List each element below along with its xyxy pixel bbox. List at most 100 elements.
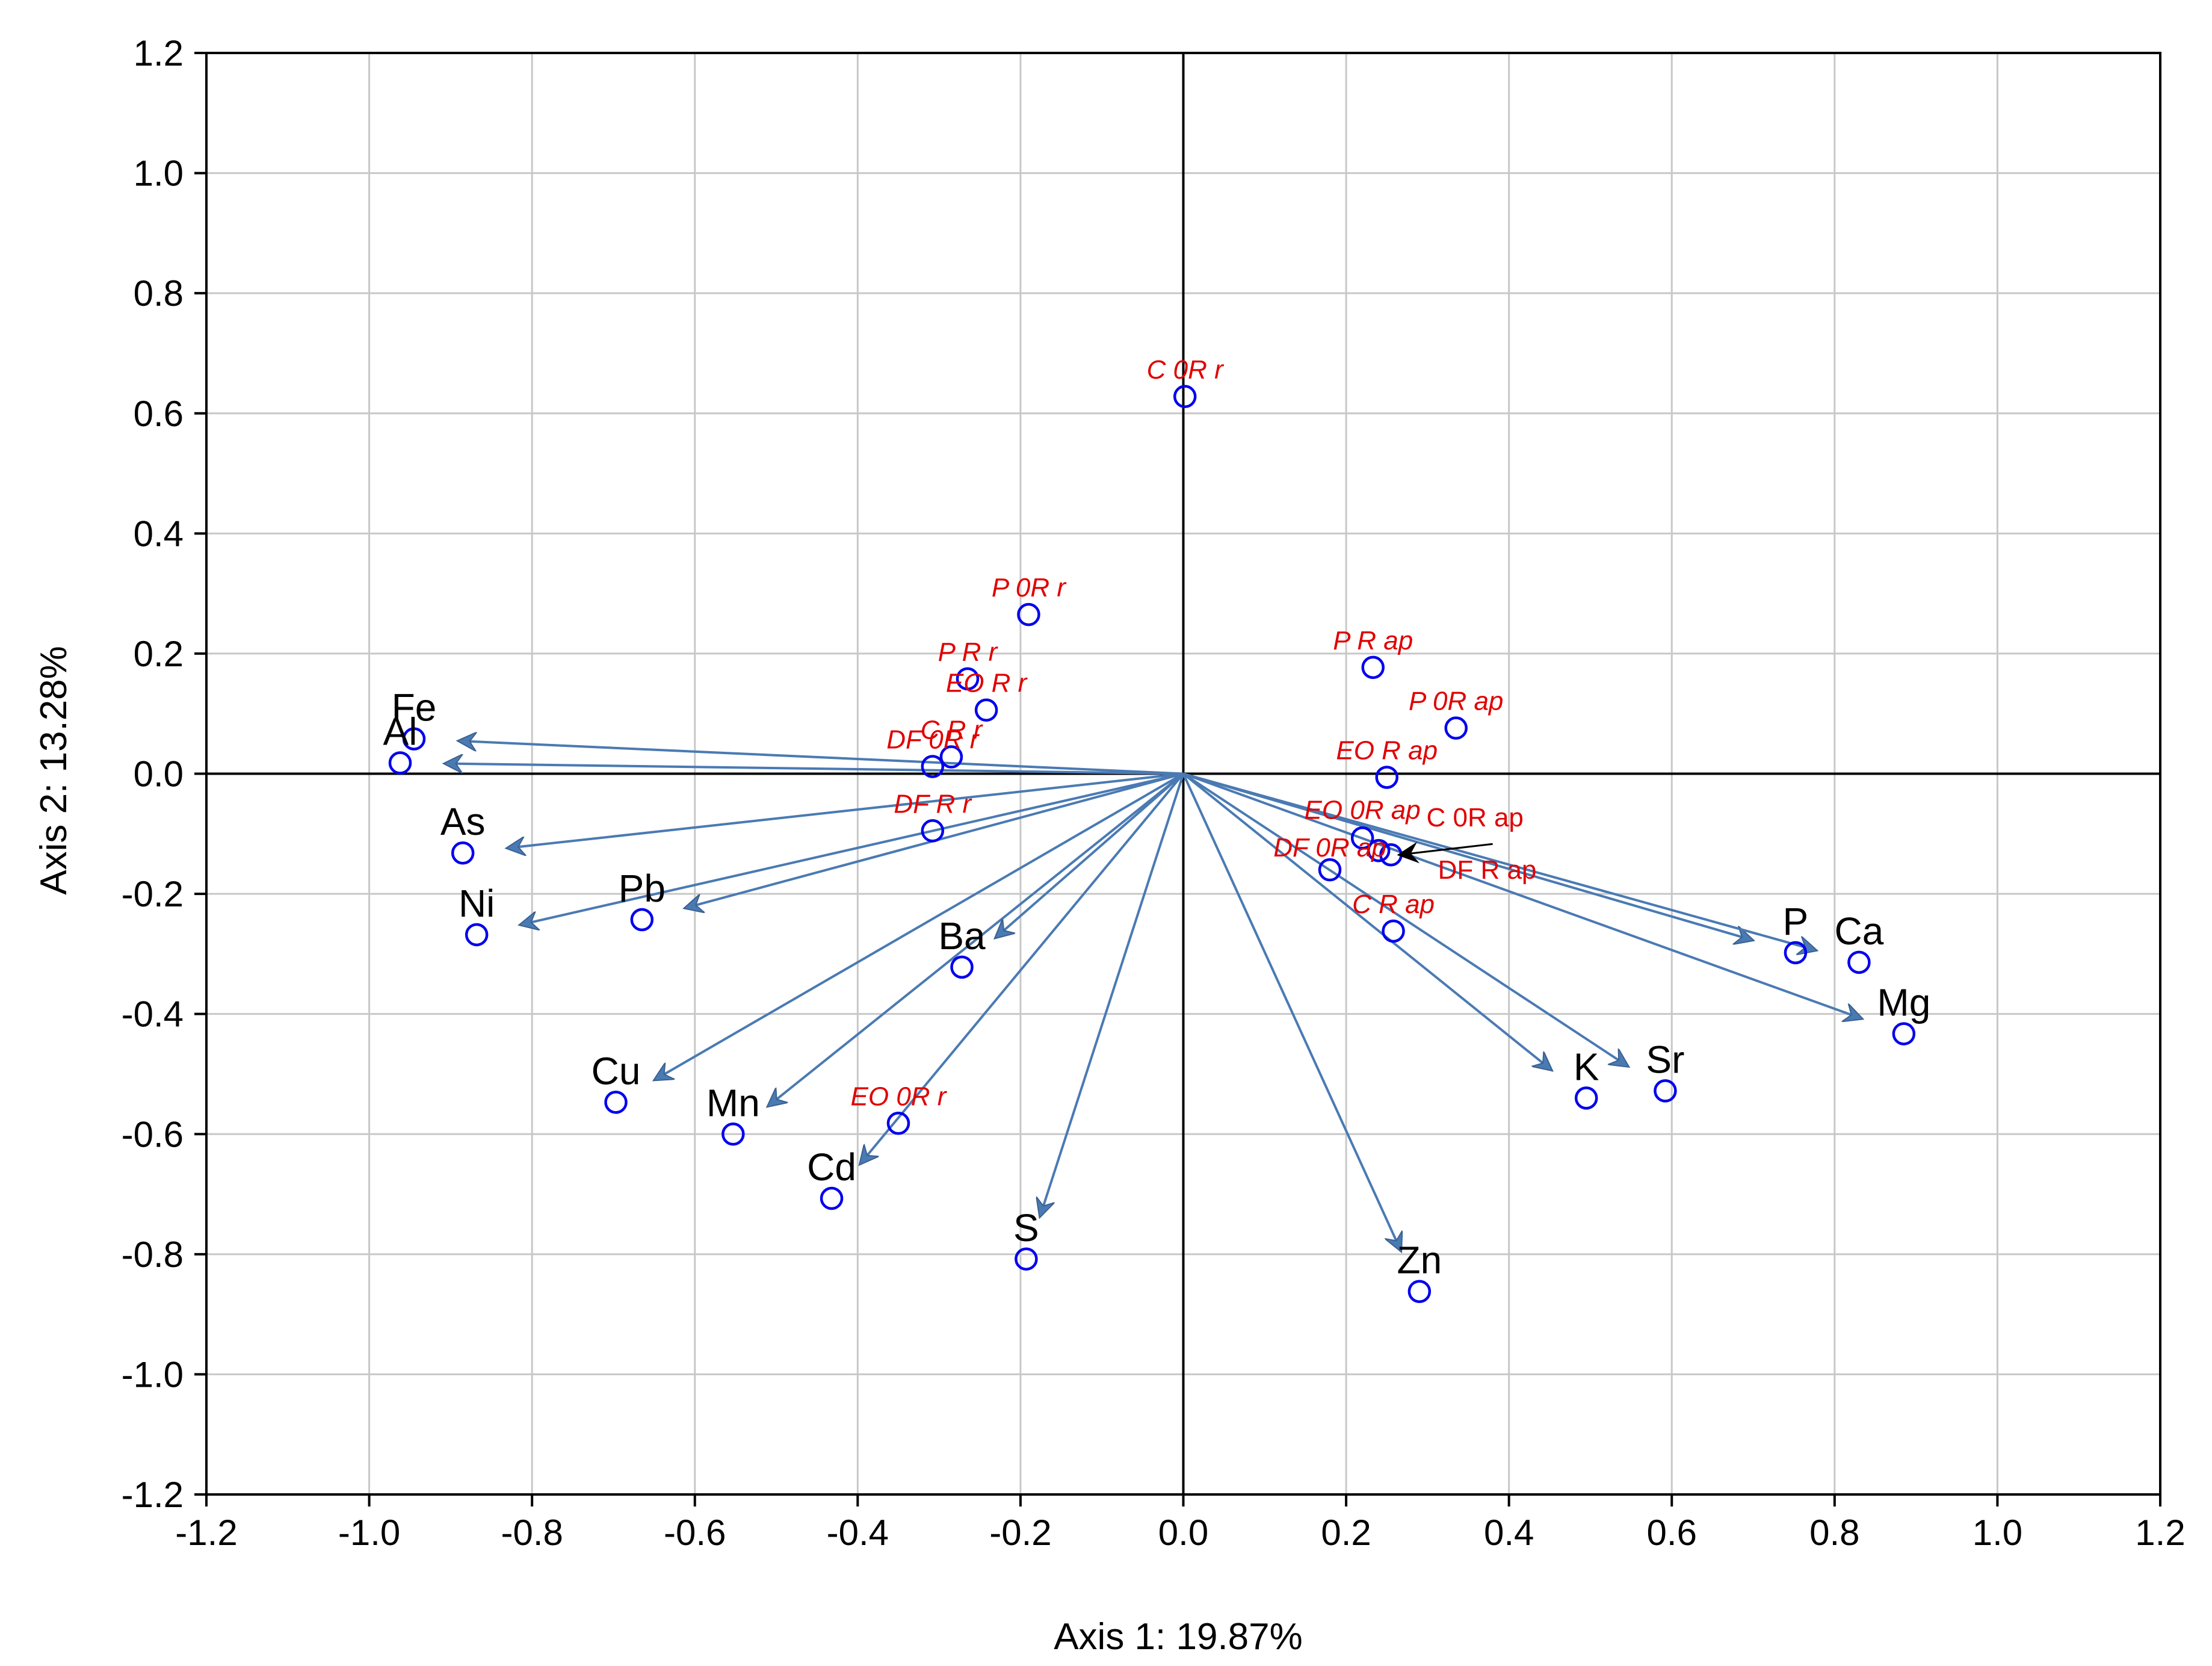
- sample-label: P 0R ap: [1409, 687, 1503, 716]
- variable-label-fe: Fe: [392, 686, 437, 729]
- x-tick-label: -0.6: [664, 1513, 726, 1553]
- vector-mg: [1182, 772, 1862, 1019]
- vector-p: [1182, 772, 1752, 940]
- point-fe: [402, 727, 426, 751]
- point-s: [1015, 1247, 1038, 1271]
- point-k: [1574, 1086, 1598, 1110]
- x-tick-label: -0.4: [827, 1513, 889, 1553]
- data-points: [388, 385, 1916, 1303]
- variable-label-ni: Ni: [459, 882, 495, 925]
- callout-pointer: [1397, 841, 1493, 864]
- variable-label-sr: Sr: [1646, 1038, 1684, 1081]
- sample-label: C R ap: [1352, 890, 1435, 919]
- x-tick-label: 1.2: [2135, 1513, 2185, 1553]
- variable-label-as: As: [440, 800, 486, 843]
- vector-s: [1040, 773, 1185, 1216]
- x-tick-label: -0.8: [501, 1513, 563, 1553]
- x-tick-label: -1.0: [338, 1513, 400, 1553]
- variable-label-s: S: [1013, 1206, 1039, 1250]
- point-ni: [465, 923, 489, 947]
- y-tick-label: 0.4: [134, 513, 184, 554]
- y-tick-label: -0.8: [122, 1234, 184, 1275]
- sample-label: EO R ap: [1336, 735, 1438, 765]
- sample-point: [956, 667, 980, 691]
- sample-point: [974, 698, 998, 722]
- x-axis-title: Axis 1: 19.87%: [1054, 1616, 1303, 1658]
- sample-label: DF R ap: [1438, 855, 1537, 885]
- x-tick-label: 0.0: [1158, 1513, 1208, 1553]
- sample-label: DF R r: [894, 789, 972, 819]
- variable-label-k: K: [1574, 1045, 1599, 1088]
- sample-point: [1444, 716, 1468, 740]
- x-tick-label: 0.8: [1809, 1513, 1859, 1553]
- sample-label: C R r: [921, 716, 984, 745]
- y-tick-label: -1.0: [122, 1354, 184, 1395]
- point-mn: [721, 1123, 745, 1146]
- sample-label: C 0R r: [1147, 355, 1225, 385]
- variable-label-al: Al: [383, 710, 418, 754]
- x-tick-label: -1.2: [175, 1513, 237, 1553]
- sample-point: [921, 755, 945, 778]
- vector-zn: [1182, 773, 1401, 1251]
- vector-mn: [768, 772, 1184, 1106]
- y-tick-label: 0.0: [134, 754, 184, 794]
- y-tick-label: -1.2: [122, 1475, 184, 1515]
- y-tick-label: -0.6: [122, 1114, 184, 1154]
- axis-ticks: [194, 52, 2161, 1507]
- y-tick-label: 1.0: [134, 153, 184, 194]
- vector-fe: [459, 741, 1184, 775]
- sample-point: [1382, 919, 1405, 943]
- vector-ni: [521, 772, 1184, 925]
- sample-point: [886, 1112, 910, 1135]
- sample-point: [1173, 385, 1197, 409]
- point-cd: [820, 1186, 844, 1210]
- y-axis-title: Axis 2: 13.28%: [33, 646, 75, 895]
- y-tick-label: 0.6: [134, 394, 184, 434]
- variable-label-cu: Cu: [592, 1049, 641, 1092]
- sample-label: EO 0R ap: [1305, 795, 1421, 825]
- vector-al: [445, 764, 1184, 775]
- sample-point: [1375, 766, 1398, 789]
- point-mg: [1892, 1022, 1916, 1045]
- vector-cu: [655, 772, 1184, 1080]
- point-pb: [630, 908, 654, 932]
- sample-label: C 0R ap: [1426, 803, 1523, 832]
- point-zn: [1407, 1280, 1432, 1303]
- point-p: [1784, 941, 1808, 965]
- y-tick-label: 0.2: [134, 634, 184, 674]
- variable-label-p: P: [1783, 900, 1809, 943]
- x-tick-labels: -1.2 -1.0 -0.8 -0.6 -0.4 -0.2 0.0 0.2 0.4 0.6 0.8 1…: [175, 1513, 2185, 1553]
- point-ba: [950, 955, 974, 979]
- variable-label-pb: Pb: [619, 867, 666, 910]
- variable-label-zn: Zn: [1397, 1239, 1442, 1282]
- sample-point: [1367, 838, 1391, 862]
- point-cu: [604, 1091, 628, 1114]
- callout-arrow: [1397, 841, 1493, 864]
- sample-point: [939, 745, 963, 769]
- y-tick-label: 0.8: [134, 273, 184, 314]
- sample-label: EO 0R r: [851, 1082, 948, 1111]
- vector-as: [508, 772, 1184, 849]
- x-tick-label: 0.4: [1484, 1513, 1534, 1553]
- point-ca: [1847, 950, 1871, 974]
- variable-label-mn: Mn: [706, 1081, 760, 1124]
- sample-label: P 0R r: [992, 573, 1067, 602]
- vector-ca: [1182, 772, 1816, 950]
- plot-frame: [205, 52, 2161, 1496]
- sample-label: DF 0R ap: [1273, 833, 1386, 862]
- sample-labels: C 0R r P 0R r P R rEO R r C R rDF 0R r DF R …: [851, 355, 1537, 1111]
- point-sr: [1654, 1079, 1677, 1103]
- y-tick-labels: -1.2 -1.0 -0.8 -0.6 -0.4 -0.2 0.0 0.2 0.4 0.6 0.8 1…: [122, 33, 184, 1515]
- point-al: [388, 751, 412, 775]
- x-tick-label: 0.6: [1647, 1513, 1697, 1553]
- y-tick-label: -0.2: [122, 874, 184, 914]
- sample-point: [1350, 826, 1374, 850]
- vector-sr: [1182, 772, 1628, 1067]
- y-tick-label: 1.2: [134, 33, 184, 73]
- sample-point: [1318, 858, 1342, 882]
- variable-label-ca: Ca: [1835, 909, 1884, 953]
- point-as: [451, 841, 475, 865]
- y-tick-label: -0.4: [122, 994, 184, 1035]
